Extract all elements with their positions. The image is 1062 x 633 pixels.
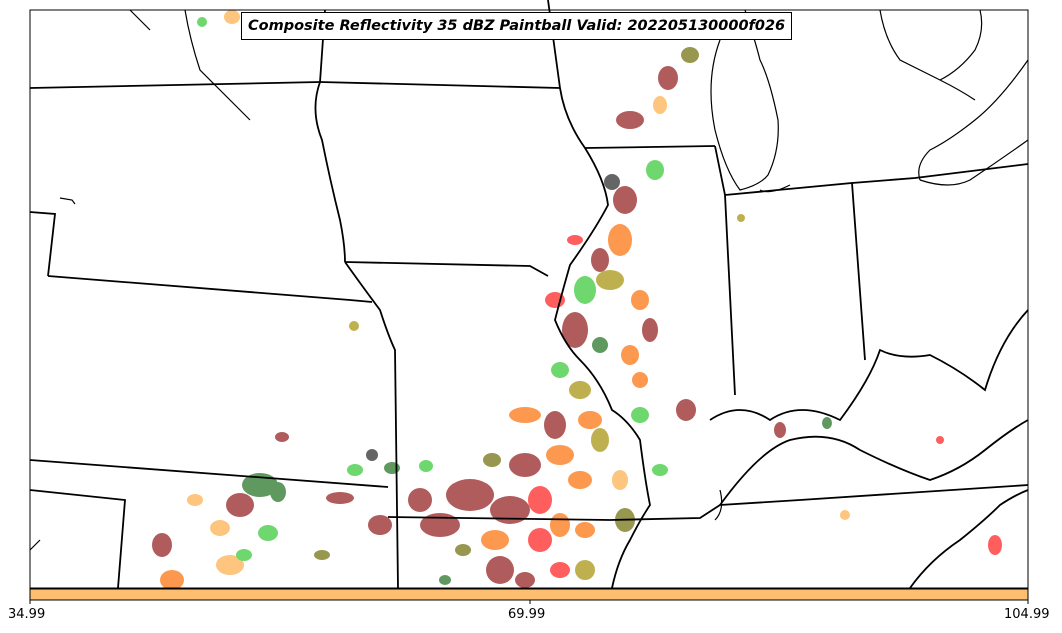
colorbar-tick-label-0: 34.99 (8, 607, 46, 622)
map-border (29, 9, 1029, 589)
map-title: Composite Reflectivity 35 dBZ Paintball … (241, 12, 793, 40)
colorbar-tick-label-2: 104.99 (1004, 607, 1050, 622)
map-panel (30, 10, 1028, 588)
coastlines (29, 9, 1029, 551)
colorbar-tick-label-1: 69.99 (508, 607, 546, 622)
colorbar (29, 588, 1029, 601)
reflectivity-paintball (152, 10, 1002, 590)
